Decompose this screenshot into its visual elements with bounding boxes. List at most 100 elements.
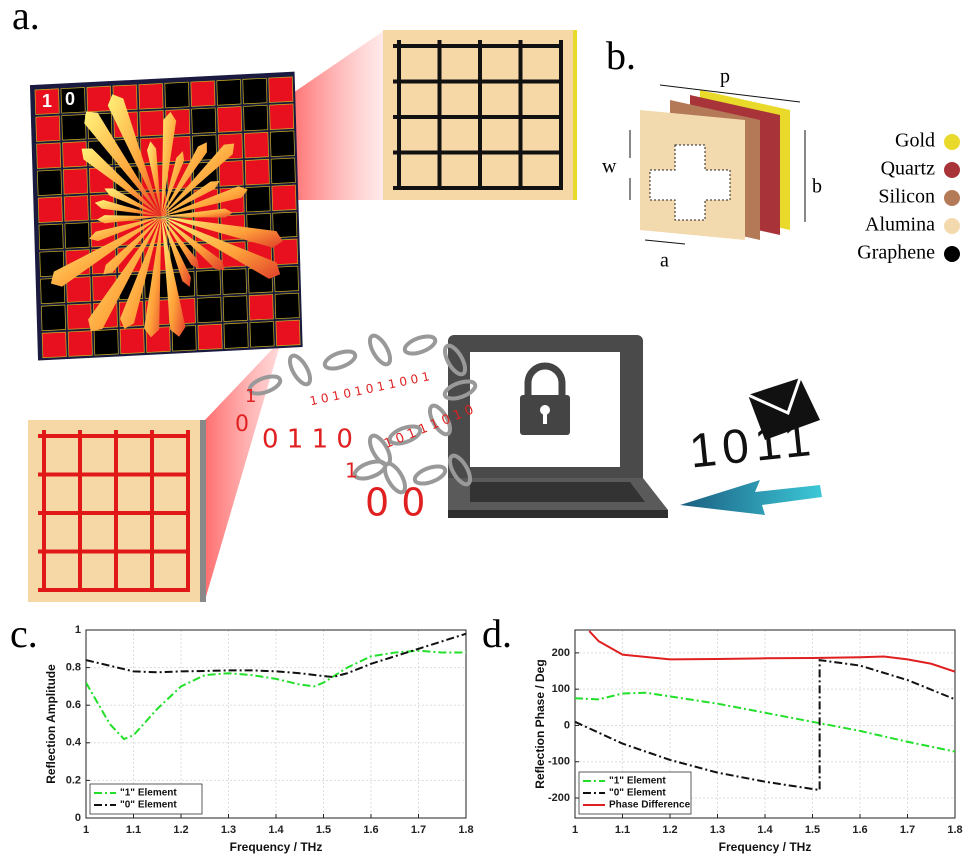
cell xyxy=(218,160,244,187)
laptop xyxy=(448,335,668,518)
chain xyxy=(247,333,478,495)
cell xyxy=(36,142,62,169)
link xyxy=(442,343,468,377)
cell xyxy=(243,104,269,132)
cell xyxy=(223,322,249,349)
series-line xyxy=(575,691,955,753)
link xyxy=(387,424,423,446)
trace xyxy=(114,430,118,592)
y-tick-label: 1 xyxy=(75,624,81,636)
binary: 1 xyxy=(245,386,256,407)
petal xyxy=(161,143,235,217)
cell xyxy=(196,269,221,297)
material-name: Graphene xyxy=(857,242,935,264)
petal xyxy=(161,216,281,279)
trace xyxy=(38,549,190,554)
petal xyxy=(50,216,162,287)
trace xyxy=(186,430,190,592)
petal xyxy=(103,216,162,275)
legend-box xyxy=(578,771,692,815)
cell xyxy=(273,238,299,266)
cell xyxy=(93,329,119,356)
x-tick-label: 1.4 xyxy=(268,824,284,836)
y-tick-label: 0 xyxy=(564,719,570,731)
x-tick-label: 1.1 xyxy=(126,824,141,836)
x-tick-label: 1 xyxy=(572,824,578,836)
cell xyxy=(67,330,93,357)
legend-label: "0" Element xyxy=(609,788,666,799)
petal xyxy=(161,111,177,217)
link xyxy=(427,403,453,437)
x-tick-label: 1.5 xyxy=(316,824,331,836)
unit-cell xyxy=(629,84,806,245)
cell xyxy=(38,223,64,251)
petal xyxy=(147,141,162,217)
y-axis-label: Reflection Phase / Deg xyxy=(533,659,547,788)
trace xyxy=(559,40,563,190)
dimension-label: b xyxy=(812,176,822,198)
petal xyxy=(144,216,162,338)
cell xyxy=(41,304,66,332)
inset-edge xyxy=(200,420,206,602)
trace xyxy=(478,40,482,190)
materials-legend: Gold Quartz Silicon Alumina Graphene xyxy=(857,130,960,264)
link xyxy=(287,353,313,387)
cell xyxy=(242,77,268,105)
y-tick-label: 0.8 xyxy=(66,662,81,674)
link xyxy=(447,453,473,487)
cell xyxy=(41,331,67,359)
petal xyxy=(89,216,162,242)
cell xyxy=(66,276,92,303)
petal xyxy=(104,188,162,217)
y-axis-label: Reflection Amplitude xyxy=(44,664,58,784)
material-name: Alumina xyxy=(865,214,935,236)
dimension-label: a xyxy=(660,250,669,272)
cell xyxy=(138,83,164,110)
envelope xyxy=(747,377,820,440)
petal xyxy=(161,151,185,217)
cell xyxy=(248,294,274,321)
cell xyxy=(269,130,295,157)
link xyxy=(352,459,388,481)
binary: 0 0 xyxy=(365,481,425,525)
petal xyxy=(161,216,186,337)
y-tick-label: 200 xyxy=(552,647,570,659)
series-line xyxy=(588,630,955,673)
link xyxy=(442,379,478,401)
x-tick-label: 1.5 xyxy=(805,824,820,836)
trace xyxy=(393,186,563,190)
cell xyxy=(272,211,298,239)
grid-label: 0 xyxy=(65,89,75,109)
petal xyxy=(161,216,283,248)
cell xyxy=(243,131,269,159)
x-tick-label: 1.2 xyxy=(662,824,677,836)
x-tick-label: 1.3 xyxy=(221,824,236,836)
petal xyxy=(81,148,162,217)
radiation-pattern xyxy=(50,94,283,338)
material-swatch xyxy=(944,190,960,206)
x-tick-label: 1 xyxy=(83,824,89,836)
material-name: Quartz xyxy=(881,158,936,180)
y-tick-label: 0 xyxy=(75,812,81,824)
illustration xyxy=(28,30,822,602)
y-tick-label: -200 xyxy=(548,792,570,804)
panel-label: d. xyxy=(482,611,512,656)
chart: 1 1.1 1.2 1.3 1.4 1.5 1.6 1.7 1.8 0 0.2 0.4 0.6 0.8 1 F… xyxy=(44,624,473,854)
petal xyxy=(161,186,248,217)
cell xyxy=(63,195,89,222)
material-swatch xyxy=(944,246,960,262)
trace xyxy=(393,150,563,155)
cell xyxy=(244,158,270,186)
petal xyxy=(161,216,200,270)
cell xyxy=(164,81,190,109)
legend-label: "1" Element xyxy=(609,776,666,787)
axes-frame xyxy=(574,629,956,819)
material-swatch xyxy=(944,162,960,178)
cell xyxy=(270,157,296,185)
dimension-label: w xyxy=(602,156,617,178)
petal xyxy=(161,216,191,287)
cell xyxy=(245,185,271,213)
x-tick-label: 1.6 xyxy=(852,824,867,836)
y-tick-label: 0.6 xyxy=(66,699,81,711)
